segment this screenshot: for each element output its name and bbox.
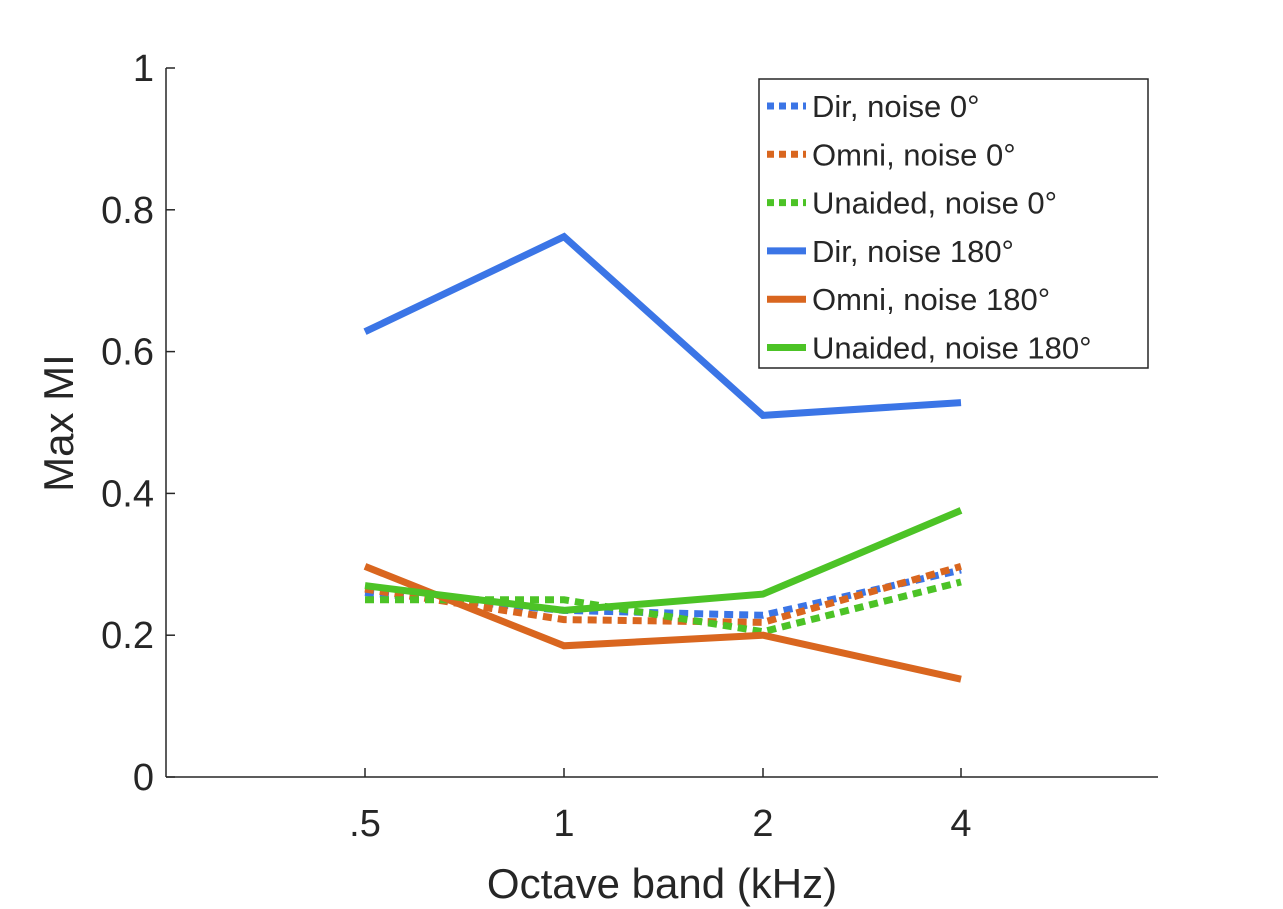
axes <box>165 68 1158 778</box>
x-tick-label: 1 <box>553 803 574 845</box>
x-ticks: .5 1 2 4 <box>349 768 972 845</box>
y-tick-label: 0.4 <box>101 473 154 515</box>
x-tick-label: 2 <box>752 803 773 845</box>
legend-label: Dir, noise 0° <box>812 89 979 124</box>
legend-label: Unaided, noise 180° <box>812 331 1092 366</box>
series-line-6 <box>364 507 963 614</box>
series-line-2 <box>364 563 962 626</box>
legend-label: Omni, noise 180° <box>812 282 1050 317</box>
y-tick-label: 0.8 <box>101 190 154 232</box>
legend-items: Dir, noise 0° Omni, noise 0° Unaided, nois… <box>767 89 1092 366</box>
y-tick-label: 1 <box>133 48 154 90</box>
legend-label: Dir, noise 180° <box>812 234 1014 269</box>
x-axis-title: Octave band (kHz) <box>487 860 837 907</box>
legend: Dir, noise 0° Omni, noise 0° Unaided, nois… <box>758 78 1149 369</box>
y-tick-label: 0.2 <box>101 615 154 657</box>
series-line-5 <box>363 563 962 683</box>
legend-label: Omni, noise 0° <box>812 137 1016 172</box>
y-tick-label: 0 <box>133 757 154 799</box>
x-tick-label: .5 <box>349 803 381 845</box>
series-line-4 <box>363 232 962 419</box>
x-tick-label: 4 <box>950 803 971 845</box>
legend-box <box>758 78 1149 369</box>
y-tick-label: 0.6 <box>101 332 154 374</box>
y-ticks: 0 0.2 0.4 0.6 0.8 1 <box>101 48 175 799</box>
legend-label: Unaided, noise 0° <box>812 186 1057 221</box>
y-axis-title: Max MI <box>35 354 82 492</box>
series-lines <box>363 232 963 683</box>
series-line-3 <box>365 578 962 636</box>
